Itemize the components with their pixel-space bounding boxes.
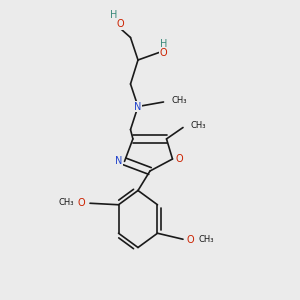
Text: H: H bbox=[110, 10, 118, 20]
Text: O: O bbox=[187, 235, 194, 245]
Text: CH₃: CH₃ bbox=[199, 235, 214, 244]
Text: O: O bbox=[116, 19, 124, 29]
Text: CH₃: CH₃ bbox=[190, 122, 206, 130]
Text: N: N bbox=[134, 101, 142, 112]
Text: O: O bbox=[175, 154, 183, 164]
Text: O: O bbox=[78, 198, 85, 208]
Text: CH₃: CH₃ bbox=[171, 96, 187, 105]
Text: N: N bbox=[115, 156, 122, 167]
Text: H: H bbox=[160, 39, 167, 49]
Text: O: O bbox=[160, 48, 167, 58]
Text: CH₃: CH₃ bbox=[58, 198, 74, 207]
